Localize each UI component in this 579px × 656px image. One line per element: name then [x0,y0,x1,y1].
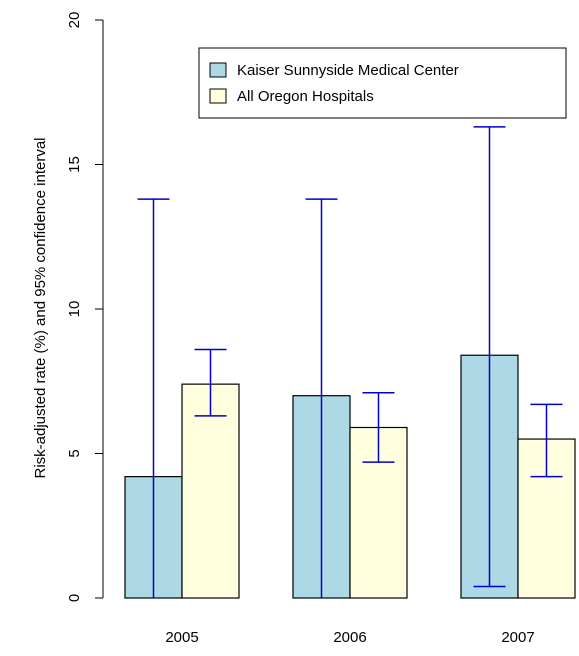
error-bars-layer [137,126,563,598]
x-axis-labels: 2005 2006 2007 [165,629,534,646]
y-tick-label: 0 [66,594,83,602]
y-axis: 0 5 10 15 20 [66,12,104,602]
x-tick-label: 2006 [333,629,366,646]
legend: Kaiser Sunnyside Medical Center All Orego… [198,47,567,119]
legend-box [198,47,567,119]
error-bar-kaiser-2006 [305,198,338,598]
error-bar-oregon-2005 [194,348,227,417]
x-tick-label: 2007 [501,629,534,646]
y-tick-label: 10 [66,301,83,318]
y-axis-title: Risk-adjusted rate (%) and 95% confidenc… [32,137,49,478]
error-bar-oregon-2006 [362,392,395,463]
y-tick-label: 15 [66,156,83,173]
error-bar-kaiser-2007 [473,126,506,588]
legend-label: All Oregon Hospitals [237,88,374,105]
x-tick-label: 2005 [165,629,198,646]
error-bar-oregon-2007 [530,403,563,478]
bars-layer [124,354,576,599]
legend-swatch [209,88,227,104]
error-bar-kaiser-2005 [137,198,170,598]
bar-oregon-2005 [181,383,240,599]
y-tick-label: 20 [66,12,83,29]
legend-swatch [209,62,227,78]
legend-label: Kaiser Sunnyside Medical Center [237,62,459,79]
y-tick-label: 5 [66,449,83,457]
